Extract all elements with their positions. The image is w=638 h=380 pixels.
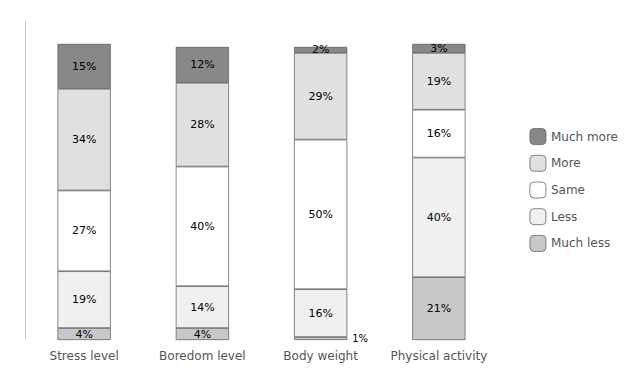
svg-text:More: More: [551, 156, 581, 170]
svg-text:Physical activity: Physical activity: [390, 349, 487, 363]
svg-text:12%: 12%: [190, 58, 214, 71]
svg-text:4%: 4%: [194, 328, 211, 341]
svg-text:16%: 16%: [427, 127, 451, 140]
svg-text:50%: 50%: [308, 208, 332, 221]
svg-text:28%: 28%: [190, 118, 214, 131]
svg-text:40%: 40%: [427, 211, 451, 224]
svg-text:16%: 16%: [308, 307, 332, 320]
svg-text:2%: 2%: [312, 43, 329, 56]
svg-text:3%: 3%: [430, 42, 447, 55]
svg-text:Much less: Much less: [551, 236, 610, 250]
svg-text:4%: 4%: [75, 328, 92, 341]
svg-text:Same: Same: [551, 183, 585, 197]
svg-text:27%: 27%: [72, 224, 96, 237]
svg-text:34%: 34%: [72, 133, 96, 146]
svg-text:Less: Less: [551, 210, 577, 224]
svg-text:40%: 40%: [190, 220, 214, 233]
svg-text:29%: 29%: [308, 90, 332, 103]
svg-text:Stress level: Stress level: [50, 349, 119, 363]
svg-text:Boredom level: Boredom level: [159, 349, 246, 363]
svg-text:19%: 19%: [72, 293, 96, 306]
svg-text:15%: 15%: [72, 60, 96, 73]
svg-text:Much more: Much more: [551, 130, 618, 144]
svg-text:14%: 14%: [190, 301, 214, 314]
svg-text:Body weight: Body weight: [283, 349, 358, 363]
svg-text:19%: 19%: [427, 75, 451, 88]
svg-text:1%: 1%: [352, 333, 368, 344]
svg-text:21%: 21%: [427, 302, 451, 315]
